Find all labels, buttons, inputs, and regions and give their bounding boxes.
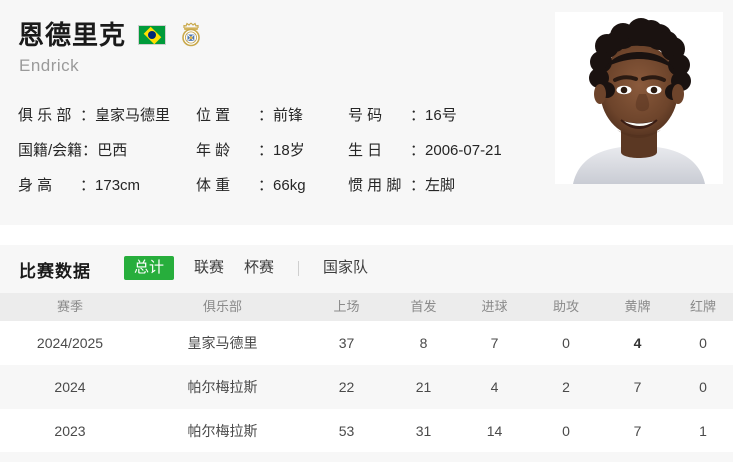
info-sep-age: ： [258,142,274,159]
info-value-club: 皇家马德里 [95,107,171,124]
player-info-grid: 俱 乐 部 ： 皇家马德里 位 置 ： 前锋 号 码 ： 16号 国籍 [18,97,538,202]
cell-goals: 14 [486,423,503,439]
cell-season: 2023 [54,423,86,439]
stats-section-title: 比赛数据 [19,262,91,281]
column-header-apps: 上场 [333,299,360,314]
cell-club: 帕尔梅拉斯 [187,379,258,395]
info-sep-height: ： [80,177,96,194]
cell-goals: 4 [490,379,499,395]
brazil-flag-icon [138,25,167,45]
cell-assists: 0 [562,335,570,351]
tab-national-team[interactable]: 国家队 [323,259,369,276]
real-madrid-crest-icon [180,22,202,48]
info-value-nationality: 巴西 [97,142,128,159]
player-name-cn: 恩德里克 [18,20,127,50]
player-name-row: 恩德里克 [18,18,202,52]
info-field-birthday: 生 日 ： 2006-07-21 [348,139,538,160]
info-sep-weight: ： [258,177,274,194]
cell-yellow: 4 [633,335,642,351]
player-name-en: Endrick [19,56,80,75]
profile-panel: 恩德里克 Endrick [0,0,733,225]
info-value-number: 16号 [425,107,457,124]
info-sep-preferred-foot: ： [410,177,426,194]
info-label-club: 俱 乐 部 [18,107,72,124]
info-label-position: 位 置 [196,107,231,124]
table-next-row-partial [0,452,733,462]
info-value-weight: 66kg [273,177,306,194]
cell-yellow: 7 [633,423,642,439]
cell-season: 2024/2025 [36,335,104,351]
table-row[interactable]: 2024/2025 皇家马德里 37 8 7 0 4 0 [0,321,733,365]
stats-table: 赛季 俱乐部 上场 首发 进球 助攻 黄牌 红牌 2024/2025 皇家马德里… [0,293,733,453]
info-field-number: 号 码 ： 16号 [348,104,538,125]
cell-season: 2024 [54,379,86,395]
info-field-preferred-foot: 惯 用 脚 ： 左脚 [348,174,538,195]
info-value-height: 173cm [95,177,141,194]
column-header-starts: 首发 [410,299,437,314]
cell-club: 皇家马德里 [187,335,258,351]
info-field-club: 俱 乐 部 ： 皇家马德里 [18,104,196,125]
player-portrait-image [555,12,723,184]
info-row-2: 国籍/会籍 ： 巴西 年 龄 ： 18岁 生 日 ： 2006-07-21 [18,132,538,167]
cell-starts: 31 [415,423,432,439]
info-row-3: 身 高 ： 173cm 体 重 ： 66kg 惯 用 脚 ： 左脚 [18,167,538,202]
info-value-preferred-foot: 左脚 [425,177,456,194]
tab-cup[interactable]: 杯赛 [244,259,275,276]
info-sep-birthday: ： [410,142,426,159]
info-field-nationality: 国籍/会籍 ： 巴西 [18,139,196,160]
info-field-weight: 体 重 ： 66kg [196,174,348,195]
info-label-preferred-foot: 惯 用 脚 [348,177,402,194]
cell-goals: 7 [490,335,499,351]
table-row[interactable]: 2023 帕尔梅拉斯 53 31 14 0 7 1 [0,409,733,453]
cell-starts: 21 [415,379,432,395]
cell-yellow: 7 [633,379,642,395]
cell-assists: 0 [562,423,570,439]
cell-assists: 2 [562,379,570,395]
section-separator [0,225,733,245]
info-field-position: 位 置 ： 前锋 [196,104,348,125]
cell-starts: 8 [419,335,428,351]
cell-red: 0 [699,335,707,351]
info-label-number: 号 码 [348,107,383,124]
tab-divider [298,260,300,276]
column-header-red: 红牌 [689,299,716,314]
column-header-club: 俱乐部 [202,299,242,314]
flag-globe-shape [148,31,157,39]
info-row-1: 俱 乐 部 ： 皇家马德里 位 置 ： 前锋 号 码 ： 16号 [18,97,538,132]
info-sep-nationality: ： [82,142,98,159]
stats-tabs: 总计 联赛 杯赛 国家队 [124,254,378,282]
stats-header: 比赛数据 总计 联赛 杯赛 国家队 [0,245,733,293]
cell-apps: 22 [338,379,355,395]
table-header-row: 赛季 俱乐部 上场 首发 进球 助攻 黄牌 红牌 [0,293,733,321]
info-field-age: 年 龄 ： 18岁 [196,139,348,160]
info-label-age: 年 龄 [196,142,231,159]
cell-red: 0 [699,379,707,395]
tab-league[interactable]: 联赛 [194,259,225,276]
column-header-yellow: 黄牌 [624,299,651,314]
column-header-assists: 助攻 [552,299,579,314]
info-label-weight: 体 重 [196,177,231,194]
table-row[interactable]: 2024 帕尔梅拉斯 22 21 4 2 7 0 [0,365,733,409]
info-value-position: 前锋 [273,107,304,124]
info-label-height: 身 高 [18,177,53,194]
info-label-nationality: 国籍/会籍 [18,142,83,159]
info-label-birthday: 生 日 [348,142,383,159]
info-sep-position: ： [258,107,274,124]
cell-club: 帕尔梅拉斯 [187,423,258,439]
info-value-birthday: 2006-07-21 [425,142,502,159]
info-field-height: 身 高 ： 173cm [18,174,196,195]
cell-red: 1 [699,423,707,439]
cell-apps: 53 [338,423,355,439]
info-sep-number: ： [410,107,426,124]
tab-total[interactable]: 总计 [124,256,174,280]
column-header-season: 赛季 [56,299,83,314]
info-value-age: 18岁 [273,142,305,159]
info-sep-club: ： [80,107,96,124]
column-header-goals: 进球 [481,299,508,314]
cell-apps: 37 [338,335,355,351]
